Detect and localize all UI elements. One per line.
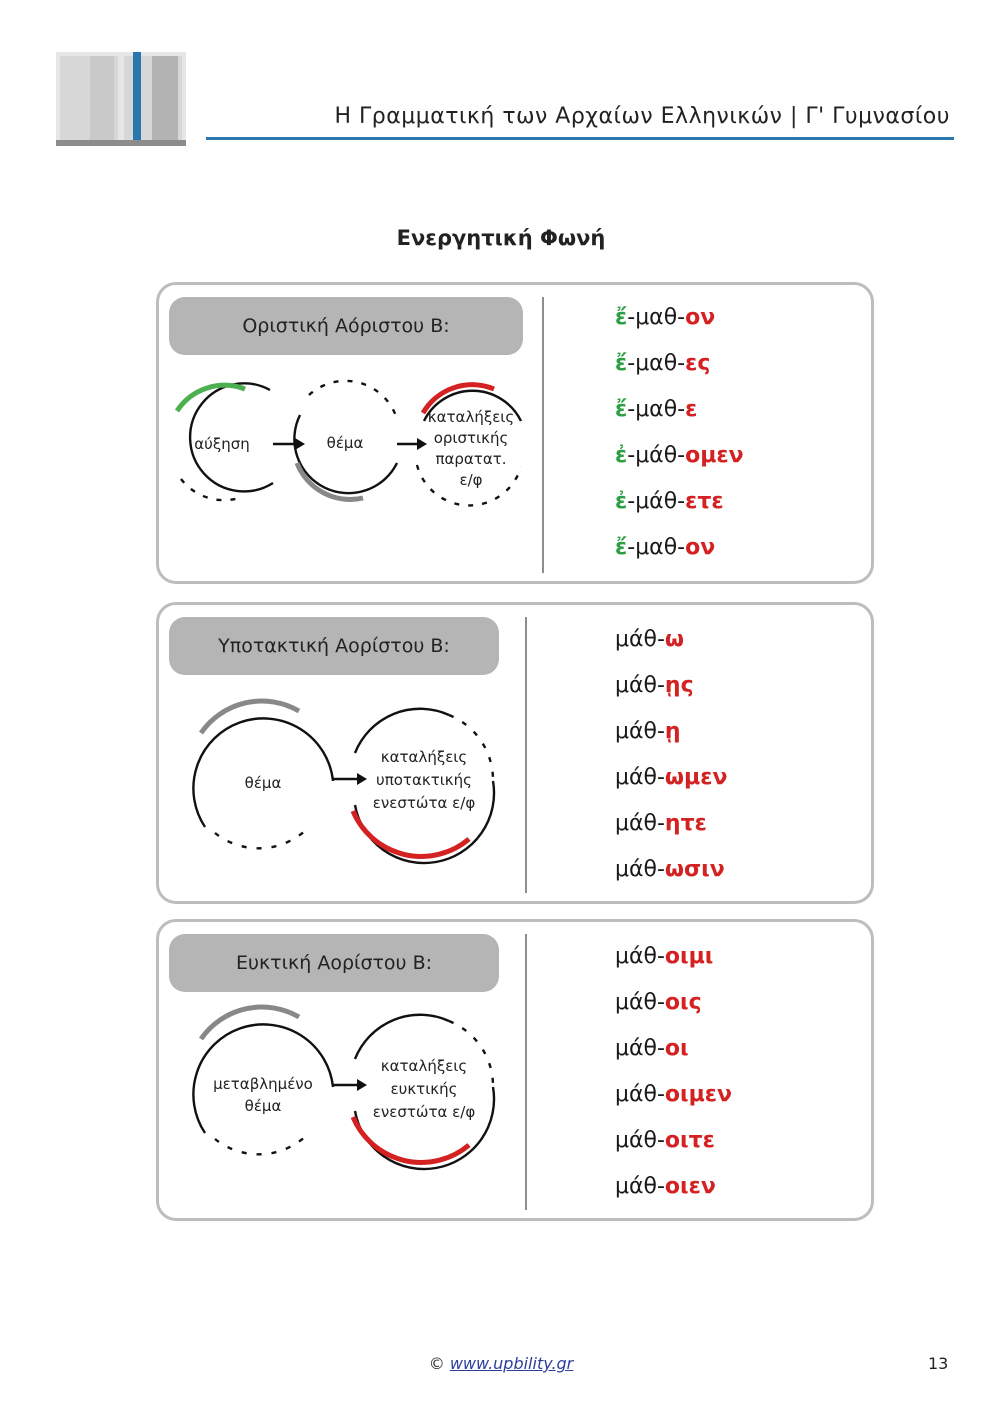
panel-label: Υποτακτική Αορίστου Β: [169, 617, 499, 675]
panel-label: Οριστική Αόριστου Β: [169, 297, 523, 355]
form-row: μάθ-ωσιν [615, 857, 725, 882]
diagram-label: καταλήξεις [428, 408, 514, 426]
panel-divider [542, 297, 544, 573]
form-row: μάθ-ῃς [615, 673, 694, 698]
header-title: Η Γραμματική των Αρχαίων Ελληνικών | Γ' … [334, 104, 950, 129]
form-row: μάθ-ητε [615, 811, 707, 836]
panel-optative: Ευκτική Αορίστου Β: μεταβλημένο θέμα κατ… [156, 919, 874, 1221]
diagram-label: καταλήξεις [381, 1057, 467, 1075]
panel-divider [525, 934, 527, 1210]
form-row: ἔ-μαθ-ον [615, 305, 716, 330]
subjunctive-diagram: θέμα καταλήξεις υποτακτικής ενεστώτα ε/φ [192, 698, 496, 865]
diagram-label: καταλήξεις [381, 748, 467, 766]
book-logo-icon [56, 52, 186, 146]
diagram-label: θέμα [327, 434, 364, 452]
form-row: ἔ-μαθ-ε [615, 397, 698, 422]
optative-diagram: μεταβλημένο θέμα καταλήξεις ευκτικής ενε… [192, 1004, 496, 1171]
diagram-label: αύξηση [194, 435, 249, 453]
diagram-label: ενεστώτα ε/φ [373, 794, 476, 812]
panel-divider [525, 617, 527, 893]
form-row: μάθ-οιμι [615, 944, 714, 969]
diagram-label: οριστικής [434, 429, 509, 447]
form-row: μάθ-ω [615, 627, 685, 652]
diagram-label: μεταβλημένο [213, 1075, 313, 1093]
section-title: Ενεργητική Φωνή [396, 226, 606, 250]
page-number: 13 [928, 1354, 949, 1373]
diagram-label: ενεστώτα ε/φ [373, 1103, 476, 1121]
form-row: μάθ-ῃ [615, 719, 681, 744]
indicative-diagram: αύξηση θέμα καταλήξεις οριστικής παρατατ… [174, 379, 523, 507]
website-link[interactable]: www.upbility.gr [449, 1354, 574, 1373]
form-row: ἔ-μαθ-ον [615, 535, 716, 560]
forms-list: ἔ-μαθ-ον ἔ-μαθ-ες ἔ-μαθ-ε ἐ-μάθ-ομεν ἐ-μ… [615, 295, 744, 571]
form-row: μάθ-οιμεν [615, 1082, 733, 1107]
form-row: ἐ-μάθ-ετε [615, 489, 724, 514]
header-divider [206, 137, 954, 140]
form-row: ἐ-μάθ-ομεν [615, 443, 744, 468]
form-row: μάθ-οις [615, 990, 702, 1015]
diagram-label: παρατατ. [435, 450, 506, 468]
copyright-symbol: © [428, 1354, 445, 1373]
forms-list: μάθ-ω μάθ-ῃς μάθ-ῃ μάθ-ωμεν μάθ-ητε μάθ-… [615, 617, 727, 893]
diagram-label: θέμα [245, 1097, 282, 1115]
form-row: μάθ-οι [615, 1036, 689, 1061]
panel-indicative: Οριστική Αόριστου Β: αύξηση θέμα καταλήξ… [156, 282, 874, 584]
form-row: μάθ-οιτε [615, 1128, 715, 1153]
forms-list: μάθ-οιμι μάθ-οις μάθ-οι μάθ-οιμεν μάθ-οι… [615, 934, 732, 1210]
footer-copyright: © www.upbility.gr [0, 1354, 1002, 1373]
diagram-label: υποτακτικής [376, 771, 472, 789]
form-row: ἔ-μαθ-ες [615, 351, 711, 376]
form-row: μάθ-οιεν [615, 1174, 716, 1199]
form-row: μάθ-ωμεν [615, 765, 728, 790]
diagram-label: ευκτικής [391, 1080, 458, 1098]
diagram-label: θέμα [245, 774, 282, 792]
panel-subjunctive: Υποτακτική Αορίστου Β: θέμα καταλήξεις υ… [156, 602, 874, 904]
panel-label: Ευκτική Αορίστου Β: [169, 934, 499, 992]
diagram-label: ε/φ [459, 471, 482, 489]
